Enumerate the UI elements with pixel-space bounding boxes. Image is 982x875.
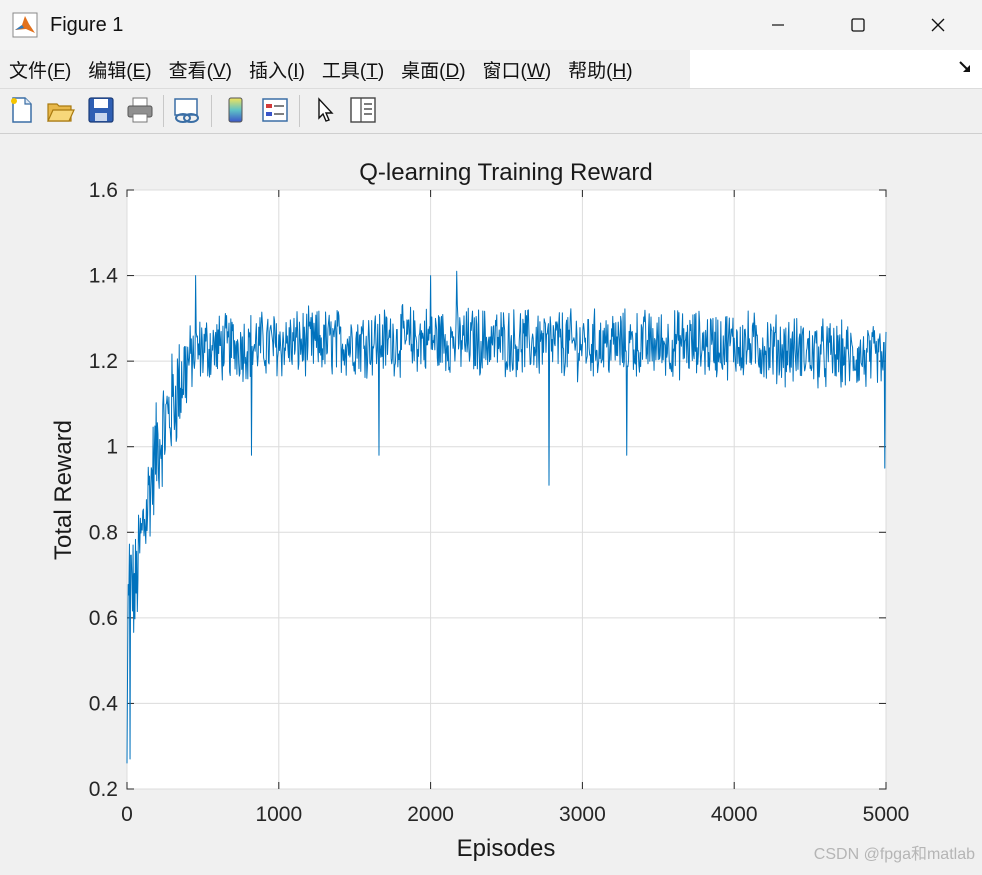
toolbar (0, 88, 982, 134)
y-axis-label: Total Reward (50, 420, 77, 560)
new-figure-icon[interactable] (6, 95, 36, 125)
menu-file[interactable]: 文件(F) (9, 60, 72, 82)
save-icon[interactable] (86, 95, 116, 125)
x-tick-label: 2000 (407, 803, 454, 826)
chart-title: Q-learning Training Reward (359, 159, 652, 186)
y-tick-label: 1.6 (89, 179, 118, 202)
menu-edit[interactable]: 编辑(E) (88, 60, 152, 82)
y-tick-label: 0.8 (89, 521, 118, 544)
minimize-button[interactable] (762, 10, 794, 40)
figure-canvas[interactable]: Q-learning Training Reward 0 1000 2000 3000… (0, 134, 982, 870)
print-icon[interactable] (125, 95, 155, 125)
dock-arrow-icon[interactable] (958, 60, 972, 74)
axis-ticks (126, 189, 887, 790)
toolbar-separator (299, 95, 300, 127)
toolbar-separator (211, 95, 212, 127)
menu-insert[interactable]: 插入(I) (248, 60, 305, 82)
title-bar: Figure 1 (0, 0, 982, 50)
window-title: Figure 1 (50, 14, 124, 36)
menu-desktop[interactable]: 桌面(D) (401, 60, 466, 82)
watermark: CSDN @fpga和matlab (814, 845, 975, 863)
open-file-icon[interactable] (45, 95, 75, 125)
property-inspector-icon[interactable] (348, 95, 378, 125)
colorbar-icon[interactable] (221, 95, 251, 125)
reward-series-line (126, 270, 887, 764)
minimize-icon (772, 24, 784, 26)
x-axis-label: Episodes (457, 835, 556, 862)
close-button[interactable] (922, 10, 954, 40)
toolbar-separator (163, 95, 164, 127)
y-tick-labels: 0.2 0.4 0.6 0.8 1 1.2 1.4 1.6 (89, 179, 119, 801)
x-tick-label: 1000 (255, 803, 302, 826)
close-icon (931, 18, 945, 32)
x-tick-label: 5000 (863, 803, 910, 826)
menu-bar: 文件(F) 编辑(E) 查看(V) 插入(I) 工具(T) 桌面(D) 窗口(W… (0, 50, 982, 88)
maximize-button[interactable] (842, 10, 874, 40)
y-tick-label: 0.6 (89, 607, 118, 630)
menu-tools[interactable]: 工具(T) (321, 60, 385, 82)
legend-icon[interactable] (260, 95, 290, 125)
x-tick-label: 4000 (711, 803, 758, 826)
menu-list: 文件(F) 编辑(E) 查看(V) 插入(I) 工具(T) 桌面(D) 窗口(W… (0, 50, 690, 88)
menu-view[interactable]: 查看(V) (168, 60, 232, 82)
plot-area (126, 189, 887, 790)
menu-window[interactable]: 窗口(W) (482, 60, 552, 82)
y-tick-label: 0.4 (89, 692, 119, 715)
menu-help[interactable]: 帮助(H) (568, 60, 633, 82)
maximize-icon (851, 18, 865, 32)
edit-plot-arrow-icon[interactable] (310, 95, 340, 125)
x-tick-labels: 0 1000 2000 3000 4000 5000 (121, 803, 909, 826)
y-tick-label: 1.4 (89, 265, 119, 288)
y-tick-label: 1 (106, 436, 118, 459)
y-tick-label: 0.2 (89, 778, 118, 801)
x-tick-label: 3000 (559, 803, 606, 826)
y-tick-label: 1.2 (89, 350, 118, 373)
link-plot-icon[interactable] (172, 95, 202, 125)
reward-line-chart[interactable]: Q-learning Training Reward 0 1000 2000 3000… (0, 134, 982, 870)
x-tick-label: 0 (121, 803, 133, 826)
menu-bar-empty-area (690, 50, 982, 88)
matlab-logo-icon (12, 12, 38, 38)
